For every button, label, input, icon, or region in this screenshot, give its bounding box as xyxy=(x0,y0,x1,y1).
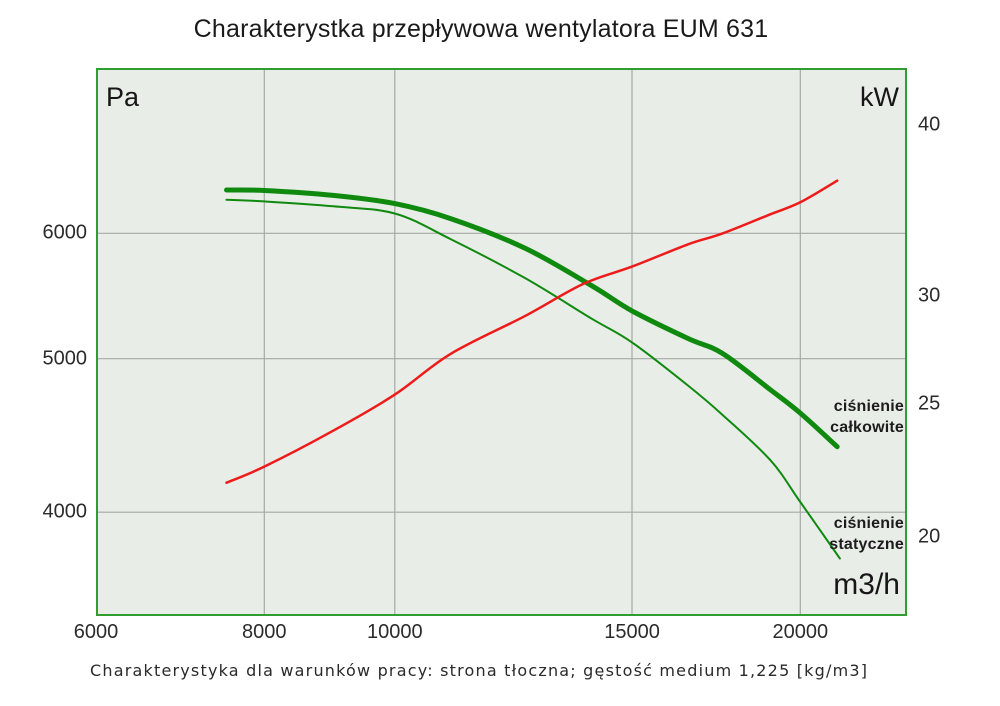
x-tick-label: 8000 xyxy=(242,621,287,643)
x-axis-unit-label: m3/h xyxy=(833,568,900,601)
legend-total-pressure-line1: ciśnienie xyxy=(833,398,904,415)
legend-static-pressure: ciśnienie statyczne xyxy=(829,513,904,555)
y-right-tick-label: 40 xyxy=(918,113,941,136)
chart-title: Charakterystka przepływowa wentylatora E… xyxy=(193,15,769,43)
y-left-tick-label: 4000 xyxy=(42,500,88,523)
x-tick-label: 20000 xyxy=(772,621,829,643)
y-right-tick-label: 30 xyxy=(918,284,941,307)
y-right-tick-label: 25 xyxy=(918,392,941,415)
legend-total-pressure-line2: całkowite xyxy=(830,419,904,436)
plot-border xyxy=(96,68,907,616)
y-left-tick-label: 5000 xyxy=(42,347,88,370)
x-tick-label: 15000 xyxy=(604,621,660,643)
left-axis-unit-label: Pa xyxy=(106,82,140,112)
chart-canvas xyxy=(96,68,907,616)
legend-total-pressure: ciśnienie całkowite xyxy=(830,396,904,438)
legend-static-pressure-line1: ciśnienie xyxy=(833,515,904,532)
chart-caption: Charakterystyka dla warunków pracy: stro… xyxy=(90,661,869,680)
static-pressure-curve xyxy=(225,198,841,560)
right-axis-unit-label: kW xyxy=(860,82,899,112)
total-pressure-curve xyxy=(224,187,840,450)
x-tick-label: 10000 xyxy=(367,621,423,643)
y-left-tick-label: 6000 xyxy=(42,221,88,244)
red-curve xyxy=(225,179,839,484)
legend-static-pressure-line2: statyczne xyxy=(829,536,904,553)
x-tick-label: 6000 xyxy=(73,621,119,643)
y-right-tick-label: 20 xyxy=(918,525,941,548)
plot-area: Pa kW m3/h ciśnienie całkowite ciśnienie… xyxy=(96,68,907,616)
